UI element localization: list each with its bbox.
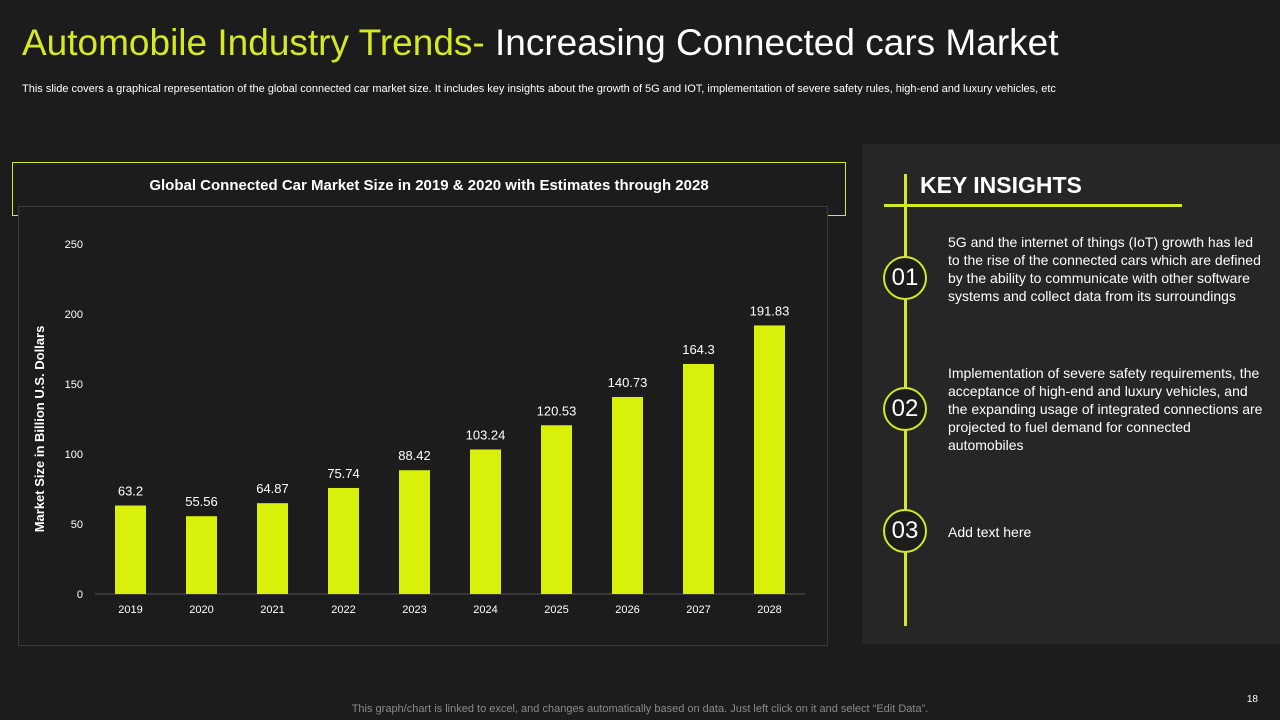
footer-note: This graph/chart is linked to excel, and… [351, 703, 929, 715]
y-tick-label: 50 [71, 519, 83, 531]
data-label-2023: 88.42 [398, 448, 431, 463]
insight-number-3: 03 [883, 509, 927, 553]
x-tick-label: 2028 [757, 604, 781, 616]
bar-2024 [470, 449, 501, 594]
data-label-2025: 120.53 [537, 403, 577, 418]
data-label-2024: 103.24 [466, 427, 506, 442]
data-label-2027: 164.3 [682, 342, 715, 357]
bar-2020 [186, 516, 217, 594]
x-tick-label: 2027 [686, 604, 710, 616]
y-tick-label: 0 [77, 589, 83, 601]
chart-title: Global Connected Car Market Size in 2019… [149, 177, 709, 194]
x-tick-label: 2023 [402, 604, 426, 616]
title-rest: Increasing Connected cars Market [495, 22, 1059, 63]
page-number: 18 [1246, 694, 1258, 705]
data-label-2028: 191.83 [750, 303, 790, 318]
x-tick-label: 2022 [331, 604, 355, 616]
insight-text-3: Add text here [948, 524, 1032, 540]
bar-2021 [257, 503, 288, 594]
insight-number-1: 01 [883, 256, 927, 300]
x-tick-label: 2026 [615, 604, 639, 616]
slide-description: This slide covers a graphical representa… [22, 83, 1056, 95]
bar-2019 [115, 505, 146, 594]
bar-2022 [328, 487, 359, 594]
y-axis-title: Market Size in Billion U.S. Dollars [32, 326, 47, 533]
title-accent: Automobile Industry Trends- [22, 22, 485, 63]
bar-2025 [541, 425, 572, 594]
bar-2023 [399, 470, 430, 594]
data-label-2021: 64.87 [256, 481, 289, 496]
y-tick-label: 150 [65, 379, 83, 391]
bar-2026 [612, 396, 643, 594]
x-tick-label: 2024 [473, 604, 497, 616]
x-tick-label: 2025 [544, 604, 568, 616]
x-tick-label: 2019 [118, 604, 142, 616]
key-insights-panel: KEY INSIGHTS 01 5G and the internet of t… [862, 144, 1280, 644]
data-label-2026: 140.73 [608, 375, 648, 390]
y-tick-label: 250 [65, 239, 83, 251]
y-tick-label: 100 [65, 449, 83, 461]
data-label-2019: 63.2 [118, 484, 143, 499]
data-label-2020: 55.56 [185, 494, 218, 509]
insight-text-1: 5G and the internet of things (IoT) grow… [948, 234, 1261, 304]
insight-number-2: 02 [883, 387, 927, 431]
x-tick-label: 2021 [260, 604, 284, 616]
bar-2027 [683, 363, 714, 594]
page-title: Automobile Industry Trends- Increasing C… [22, 22, 1059, 64]
bar-2028 [754, 325, 785, 594]
insights-title: KEY INSIGHTS [920, 172, 1082, 198]
insights-underline [884, 204, 1182, 207]
bar-chart-svg[interactable]: 0 50 100 150 200 250 Market Size in Billion U.… [19, 207, 829, 647]
x-tick-label: 2020 [189, 604, 213, 616]
data-label-2022: 75.74 [327, 466, 360, 481]
insight-text-2: Implementation of severe safety requirem… [948, 365, 1263, 453]
bar-chart[interactable]: 0 50 100 150 200 250 Market Size in Billion U.… [18, 206, 828, 646]
y-tick-label: 200 [65, 309, 83, 321]
